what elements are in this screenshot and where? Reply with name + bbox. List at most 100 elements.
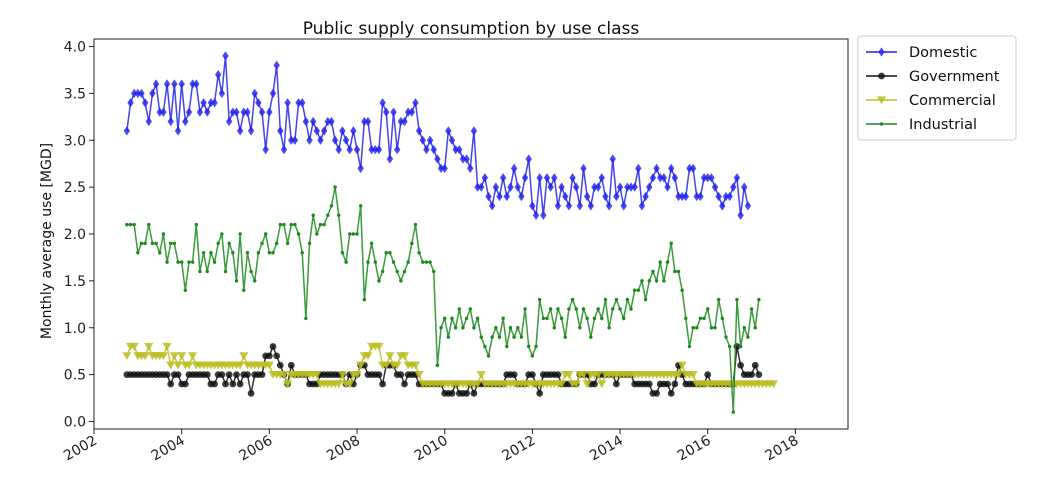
data-point-commercial [122,352,132,361]
y-tick-label: 2.0 [64,227,86,243]
data-point-domestic [244,107,251,117]
data-point-commercial [578,371,589,379]
data-point-industrial [428,260,432,264]
data-point-government [258,371,266,379]
data-point-domestic [470,126,478,136]
data-point-industrial [212,260,217,264]
data-point-domestic [364,116,372,127]
data-point-commercial [410,361,421,370]
data-point-industrial [318,222,323,227]
data-point-domestic [474,182,481,192]
data-point-industrial [483,344,487,349]
data-point-industrial [282,222,286,227]
y-tick-label: 1.5 [64,274,86,290]
data-point-industrial [545,316,549,321]
data-point-industrial [640,279,644,283]
data-point-domestic [368,145,375,155]
data-point-commercial [374,342,384,351]
data-point-domestic [726,191,733,202]
data-point-industrial [618,307,622,311]
x-tick-label: 2016 [675,433,714,465]
data-point-domestic [667,163,675,173]
data-point-commercial [177,352,187,361]
data-point-industrial [442,316,447,321]
data-point-domestic [306,135,313,145]
data-point-commercial [593,371,603,379]
data-point-industrial [687,344,692,349]
data-point-industrial [377,279,381,283]
data-point-domestic [134,88,142,98]
data-point-industrial [651,269,655,274]
data-point-industrial [724,335,728,339]
data-point-government [653,389,660,397]
data-point-domestic [229,107,237,117]
data-point-industrial [479,335,483,339]
data-point-domestic [536,173,543,183]
data-point-industrial [424,260,429,264]
data-point-industrial [468,307,472,311]
data-point-domestic [408,107,416,117]
data-point-domestic [448,135,456,145]
data-point-commercial [597,380,607,389]
data-point-industrial [337,213,341,217]
data-point-industrial [669,241,673,246]
data-point-industrial [366,260,370,264]
legend-item-industrial: Industrial [866,117,977,133]
data-point-industrial [263,232,268,236]
data-point-industrial [494,326,498,330]
data-point-industrial [757,297,761,302]
data-point-industrial [194,222,198,227]
data-point-industrial [578,326,582,330]
data-point-domestic [580,163,587,173]
data-point-domestic [510,163,518,173]
legend-marker-domestic [878,47,885,57]
data-point-domestic [390,107,397,117]
data-point-industrial [344,260,348,264]
data-point-domestic [554,201,562,211]
data-point-domestic [609,154,616,164]
data-point-industrial [611,307,615,311]
y-tick-label: 0.5 [64,368,86,384]
data-point-industrial [523,307,527,311]
data-point-domestic [733,173,741,183]
data-point-industrial [220,232,224,236]
data-point-government [265,352,273,360]
data-point-domestic [320,126,328,136]
data-point-industrial [746,335,750,339]
data-point-domestic [317,135,324,145]
data-point-industrial [731,410,735,414]
data-point-industrial [161,232,166,236]
data-point-government [671,380,679,388]
data-point-domestic [675,191,682,202]
data-point-industrial [537,297,542,302]
data-point-industrial [629,307,633,311]
data-point-domestic [152,79,160,89]
data-point-government [225,371,233,379]
data-point-industrial [585,316,589,321]
data-point-domestic [540,210,547,220]
data-point-government [233,371,240,379]
legend-label-domestic: Domestic [909,45,977,61]
data-point-commercial [688,371,698,379]
data-point-commercial [239,352,249,361]
data-point-industrial [410,241,414,246]
data-point-industrial [508,326,513,330]
x-tick-label: 2006 [236,433,275,465]
data-point-industrial [475,316,480,321]
data-point-domestic [273,60,280,70]
data-point-domestic [638,201,646,211]
data-point-government [510,371,518,379]
data-point-government [528,371,536,379]
data-point-industrial [534,344,538,349]
data-point-domestic [357,163,364,173]
data-point-commercial [356,361,366,370]
data-point-industrial [742,326,746,330]
data-point-domestic [635,163,642,173]
data-point-domestic [562,191,569,202]
data-point-domestic [284,98,291,108]
legend-label-commercial: Commercial [909,93,996,109]
data-point-industrial [271,251,275,255]
data-point-domestic [719,201,726,211]
data-point-government [244,371,251,379]
data-point-domestic [288,135,295,145]
